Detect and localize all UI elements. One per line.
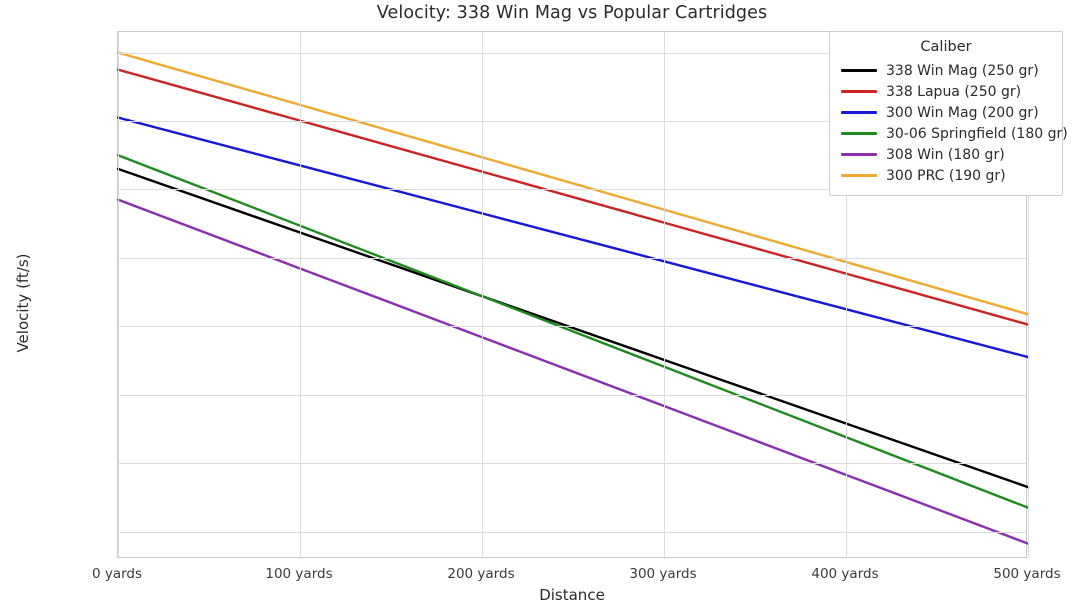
legend-title: Caliber [920, 39, 972, 55]
chart-title: Velocity: 338 Win Mag vs Popular Cartrid… [376, 3, 768, 23]
gridline-horizontal [118, 120, 1026, 122]
legend-item[interactable]: 308 Win (180 gr) [840, 144, 1052, 165]
x-tick-label: 100 yards [265, 566, 333, 582]
gridline-horizontal [118, 257, 1026, 259]
legend-item-label: 338 Lapua (250 gr) [886, 83, 1022, 100]
legend-item-label: 300 PRC (190 gr) [886, 167, 1006, 184]
series-line [116, 198, 1030, 545]
gridline-horizontal [118, 326, 1026, 328]
gridline-vertical [118, 32, 119, 557]
legend-item[interactable]: 300 PRC (190 gr) [840, 165, 1052, 186]
legend-item-label: 300 Win Mag (200 gr) [886, 104, 1039, 121]
x-axis-label: Distance [539, 586, 605, 604]
gridline-horizontal [118, 189, 1026, 191]
gridline-vertical [846, 32, 847, 557]
gridline-horizontal [118, 531, 1026, 533]
x-tick-label: 200 yards [447, 566, 515, 582]
legend-item[interactable]: 338 Win Mag (250 gr) [840, 60, 1052, 81]
series-lines [116, 51, 1030, 545]
legend-item-label: 308 Win (180 gr) [886, 146, 1005, 163]
x-tick-label: 500 yards [993, 566, 1061, 582]
x-tick-label: 300 yards [629, 566, 697, 582]
gridline-vertical [300, 32, 301, 557]
legend-color-swatch [841, 132, 877, 135]
gridline-horizontal [118, 394, 1026, 396]
legend-item-label: 30-06 Springfield (180 gr) [886, 125, 1068, 142]
y-axis-label: Velocity (ft/s) [14, 253, 32, 353]
gridline-vertical [664, 32, 665, 557]
series-line [116, 68, 1030, 326]
series-line [116, 51, 1030, 316]
legend-color-swatch [841, 90, 877, 93]
legend-item-label: 338 Win Mag (250 gr) [886, 62, 1039, 79]
gridline-vertical [482, 32, 483, 557]
legend-item[interactable]: 30-06 Springfield (180 gr) [840, 123, 1068, 144]
gridline-horizontal [118, 463, 1026, 465]
legend-color-swatch [841, 174, 877, 177]
legend-item[interactable]: 338 Lapua (250 gr) [840, 81, 1052, 102]
series-line [116, 167, 1030, 489]
legend-color-swatch [841, 153, 877, 156]
legend-item[interactable]: 300 Win Mag (200 gr) [840, 102, 1052, 123]
legend-color-swatch [841, 111, 877, 114]
legend-entries: 338 Win Mag (250 gr) 338 Lapua (250 gr) 30… [840, 60, 1068, 186]
gridline-vertical [1028, 32, 1029, 557]
series-line [116, 116, 1030, 359]
x-tick-label: 400 yards [811, 566, 879, 582]
x-tick-label: 0 yards [91, 566, 143, 582]
gridline-horizontal [118, 52, 1026, 54]
legend-color-swatch [841, 69, 877, 72]
legend: Caliber 338 Win Mag (250 gr) 338 Lapua (2… [829, 31, 1068, 196]
series-line [116, 153, 1030, 509]
